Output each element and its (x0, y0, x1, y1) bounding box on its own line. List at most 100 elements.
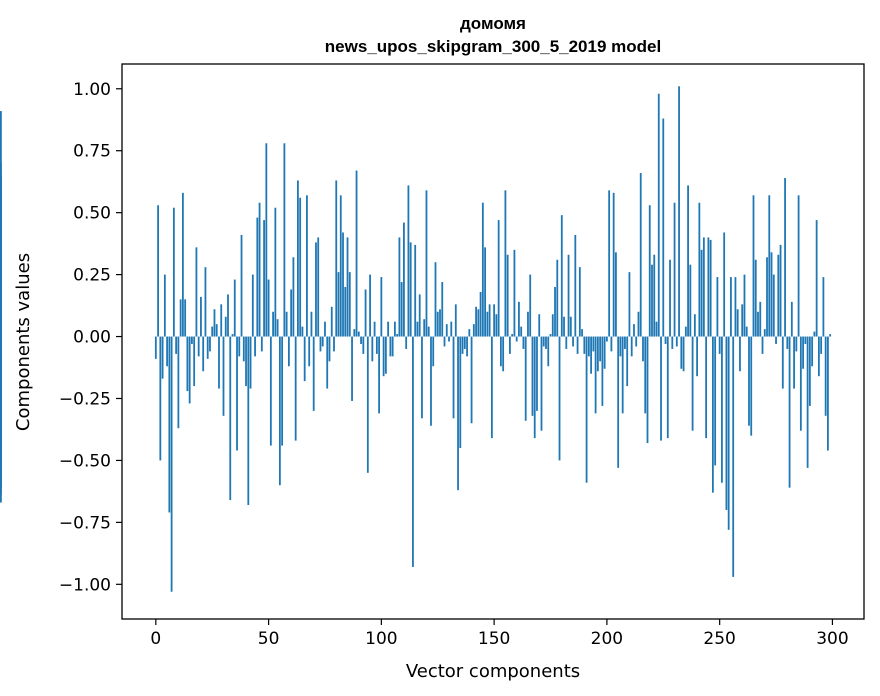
bar (188, 336, 191, 404)
x-tick-label: 200 (591, 629, 623, 649)
bar (711, 336, 714, 493)
bar (815, 220, 818, 337)
bar (592, 336, 595, 352)
bar (784, 177, 786, 337)
bar (585, 336, 588, 483)
plot-frame (121, 63, 865, 620)
bar (317, 237, 320, 337)
bar (538, 314, 541, 337)
bar (693, 314, 696, 337)
bar (583, 336, 586, 354)
bar (297, 180, 299, 337)
bar (236, 336, 238, 451)
bar (403, 222, 405, 337)
bar (157, 205, 159, 337)
bar (493, 304, 496, 337)
bar (346, 237, 349, 337)
bar (565, 336, 568, 349)
bar (558, 336, 561, 461)
bar (461, 336, 464, 354)
bar (531, 336, 534, 416)
bar (569, 316, 572, 337)
bar (576, 336, 579, 354)
bar (766, 257, 768, 337)
bar (484, 247, 486, 337)
bar (330, 306, 333, 337)
bar (335, 180, 338, 337)
y-tick-label: 0.75 (73, 142, 111, 162)
bar (536, 336, 538, 411)
bar (260, 336, 263, 352)
bar (450, 321, 453, 337)
bar (788, 336, 791, 488)
bar (231, 334, 234, 337)
bar (817, 336, 820, 377)
bar (725, 336, 728, 510)
bar (820, 336, 823, 354)
bar (227, 294, 229, 337)
bar (797, 195, 800, 337)
bar (488, 304, 491, 337)
bar (382, 336, 385, 377)
x-tick-label: 150 (478, 629, 510, 649)
bar (619, 336, 622, 357)
bar (357, 331, 360, 337)
bar (486, 311, 489, 337)
bar (267, 279, 270, 337)
bar (344, 286, 347, 337)
x-tick-label: 300 (816, 629, 848, 649)
bar (348, 272, 351, 337)
bar (448, 336, 450, 342)
bar (407, 185, 410, 337)
x-axis: 0 50 100 150 200 250 300 (150, 619, 849, 649)
bar (587, 336, 590, 357)
bar (551, 314, 554, 337)
bar (427, 326, 430, 337)
bar (276, 319, 279, 337)
bar (777, 254, 780, 337)
bar (545, 336, 547, 349)
bar (324, 321, 326, 337)
bar (369, 274, 371, 337)
bar (197, 336, 200, 357)
bar (515, 336, 518, 342)
bar (224, 316, 227, 337)
bar (373, 321, 376, 337)
bar (366, 336, 369, 473)
bar (662, 118, 665, 337)
bar (772, 274, 775, 337)
x-tick-label: 250 (703, 629, 735, 649)
bar (781, 336, 784, 389)
bar (416, 321, 419, 337)
bar (421, 336, 423, 419)
bar (177, 336, 180, 429)
bar (328, 336, 331, 362)
bar (596, 336, 599, 372)
bar (547, 336, 550, 367)
y-axis: −1.00 −0.75 −0.50 −0.25 0.00 0.25 0.50 0.75 1.00 (59, 80, 122, 595)
bar (637, 311, 640, 337)
bar (384, 336, 387, 374)
bar (163, 274, 166, 337)
bar (761, 336, 764, 354)
bar (269, 336, 272, 446)
bar (452, 336, 455, 419)
bar (675, 336, 678, 347)
bar (490, 336, 493, 439)
bar (283, 143, 286, 337)
bar (628, 272, 631, 337)
y-tick-label: 1.00 (73, 80, 111, 100)
bar (684, 326, 687, 337)
bar (265, 143, 268, 337)
bar (669, 259, 671, 337)
bar (0, 163, 2, 337)
bar (700, 249, 703, 337)
bar (689, 264, 692, 337)
bar (808, 336, 811, 406)
bar (502, 336, 505, 372)
bar (380, 277, 383, 337)
bar (204, 267, 207, 337)
bar (804, 336, 807, 344)
bar (572, 336, 574, 347)
